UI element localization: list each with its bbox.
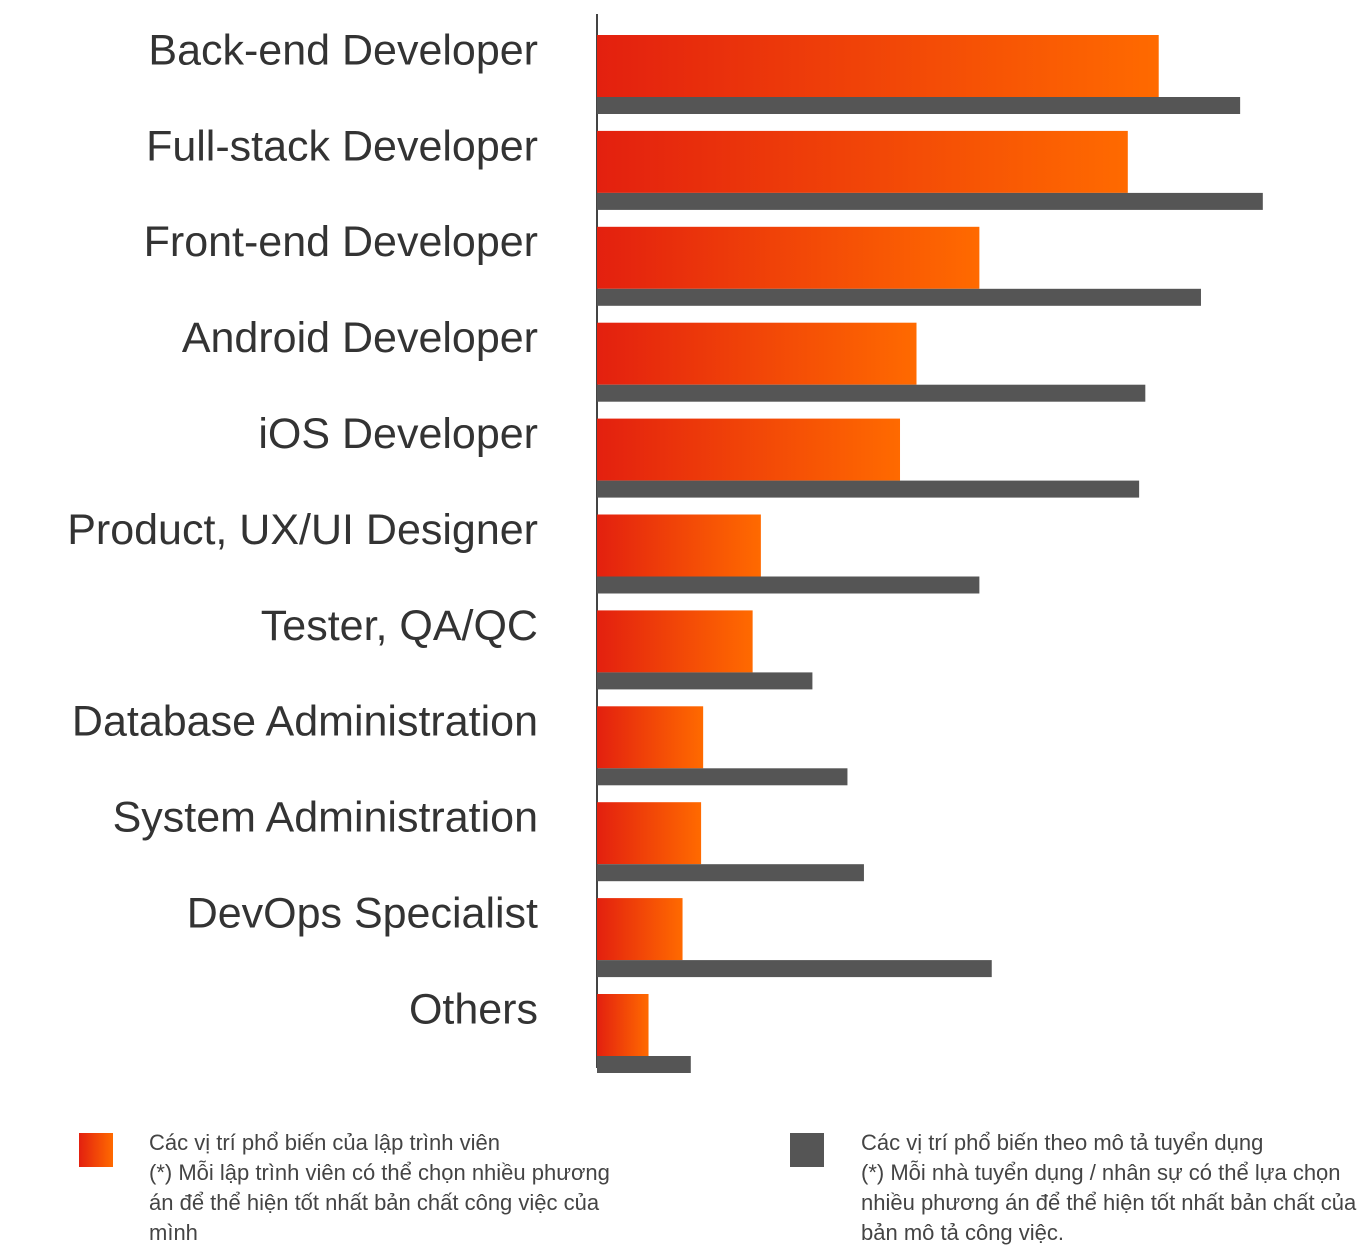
legend-note: (*) Mỗi lập trình viên có thể chọn nhiều…	[149, 1160, 610, 1245]
bar	[597, 480, 1140, 498]
bar	[597, 960, 992, 978]
bar	[597, 672, 813, 690]
y-tick-label: Back-end Developer	[148, 26, 538, 74]
bar	[597, 322, 917, 385]
legend-label: Các vị trí phổ biến theo mô tả tuyển dụn…	[861, 1130, 1264, 1155]
bar	[597, 802, 702, 865]
bar	[597, 514, 761, 577]
bar	[597, 706, 704, 769]
y-tick-label: iOS Developer	[258, 410, 538, 458]
y-tick-label: System Administration	[113, 794, 538, 842]
y-tick-label: Full-stack Developer	[146, 122, 538, 170]
bar	[597, 288, 1201, 306]
bar	[597, 130, 1128, 193]
bar	[597, 97, 1241, 114]
y-tick-label: Product, UX/UI Designer	[67, 506, 538, 554]
bar	[597, 192, 1263, 210]
bar	[597, 898, 683, 961]
legend-note: (*) Mỗi nhà tuyển dụng / nhân sự có thể …	[861, 1160, 1357, 1245]
bar	[597, 768, 848, 786]
y-tick-label: Others	[409, 985, 538, 1033]
legend-label: Các vị trí phổ biến của lập trình viên	[149, 1130, 500, 1155]
legend-swatch	[790, 1133, 824, 1167]
bar	[597, 576, 980, 594]
y-tick-label: Front-end Developer	[144, 218, 538, 266]
legend-entry: Các vị trí phổ biến theo mô tả tuyển dụn…	[861, 1128, 1366, 1248]
bar	[597, 864, 864, 882]
bar	[597, 35, 1159, 97]
bar	[597, 384, 1146, 402]
bar	[597, 418, 901, 481]
bar	[597, 994, 649, 1056]
legend-swatch	[79, 1133, 113, 1167]
y-tick-label: DevOps Specialist	[187, 889, 538, 937]
legend-entry: Các vị trí phổ biến của lập trình viên (…	[149, 1128, 619, 1248]
bar	[597, 1056, 691, 1073]
y-tick-label: Database Administration	[72, 698, 538, 746]
bar	[597, 226, 980, 289]
bar	[597, 610, 753, 673]
chart: 54,5%51,5%37,1%31,0%29,4%15,9%15,1%10,3%…	[67, 14, 1263, 1073]
y-tick-label: Tester, QA/QC	[261, 602, 538, 650]
y-tick-label: Android Developer	[182, 314, 538, 362]
